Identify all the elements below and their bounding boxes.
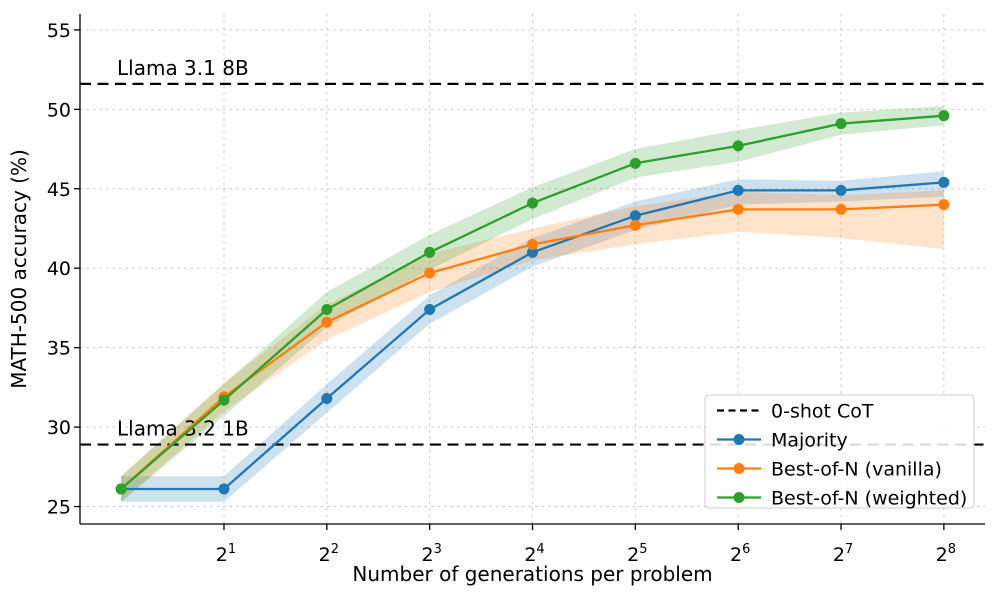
x-tick-label: 27 (833, 542, 853, 566)
annotation-llama-3-1-8b: Llama 3.1 8B (117, 56, 249, 80)
legend-box (704, 394, 975, 509)
data-point (938, 176, 950, 188)
y-tick-label: 45 (47, 179, 71, 201)
legend-item-best-of-n-vanilla: Best-of-N (vanilla) (717, 459, 942, 481)
data-point (835, 184, 847, 196)
x-tick-label: 25 (627, 542, 647, 566)
data-point (835, 203, 847, 215)
y-tick-label: 55 (47, 20, 71, 42)
data-point (527, 238, 538, 250)
data-point (732, 140, 744, 152)
data-point (938, 110, 950, 122)
legend-marker-icon (733, 463, 745, 474)
data-point (527, 197, 538, 209)
x-tick-label: 24 (524, 542, 544, 566)
legend-marker-icon (733, 492, 745, 503)
data-point (938, 199, 950, 211)
y-axis-label: MATH-500 accuracy (%) (7, 149, 31, 389)
data-point (218, 483, 230, 495)
y-tick-label: 30 (47, 417, 71, 439)
series-lines (115, 110, 950, 495)
data-point (321, 304, 333, 316)
series-markers-best-of-n-weighted (115, 110, 950, 495)
legend-item-majority: Majority (717, 430, 848, 452)
data-point (424, 304, 436, 316)
data-point (629, 157, 641, 169)
legend-label: Best-of-N (weighted) (771, 488, 967, 510)
y-tick-label: 40 (47, 258, 71, 280)
data-point (732, 184, 744, 196)
data-point (732, 203, 744, 215)
data-point (218, 394, 230, 406)
data-point (321, 392, 333, 404)
data-point (629, 219, 641, 231)
x-tick-label: 22 (319, 542, 339, 566)
legend-item-best-of-n-weighted: Best-of-N (weighted) (717, 488, 967, 510)
tick-labels: 25 30 35 40 45 50 55 21 22 23 24 25 26 27 28 (47, 20, 956, 566)
data-point (424, 267, 436, 279)
legend-item-0-shot-cot: 0-shot CoT (717, 401, 874, 423)
data-point (424, 246, 436, 258)
x-tick-label: 23 (421, 542, 441, 566)
x-tick-label: 26 (730, 542, 750, 566)
data-point (629, 210, 641, 222)
axes (74, 14, 985, 530)
x-tick-label: 28 (936, 542, 956, 566)
data-point (115, 483, 127, 495)
data-point (835, 118, 847, 130)
legend-label: 0-shot CoT (771, 401, 874, 423)
legend-label: Majority (771, 430, 848, 452)
legend: 0-shot CoT Majority Best-of-N (vanilla) Bes… (704, 394, 975, 510)
legend-label: Best-of-N (vanilla) (771, 459, 942, 481)
y-tick-label: 50 (47, 99, 71, 121)
data-point (527, 246, 538, 258)
x-tick-label: 21 (216, 542, 236, 566)
legend-marker-icon (733, 434, 745, 445)
y-tick-label: 25 (47, 497, 71, 519)
data-point (321, 316, 333, 328)
y-tick-label: 35 (47, 338, 71, 360)
x-axis-label: Number of generations per problem (352, 562, 712, 586)
